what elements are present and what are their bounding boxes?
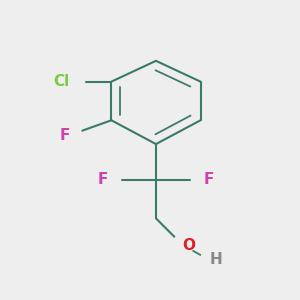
Text: F: F (98, 172, 108, 187)
Text: O: O (183, 238, 196, 253)
Text: H: H (209, 253, 222, 268)
Text: Cl: Cl (53, 74, 70, 89)
Text: F: F (203, 172, 214, 187)
Text: F: F (59, 128, 70, 142)
